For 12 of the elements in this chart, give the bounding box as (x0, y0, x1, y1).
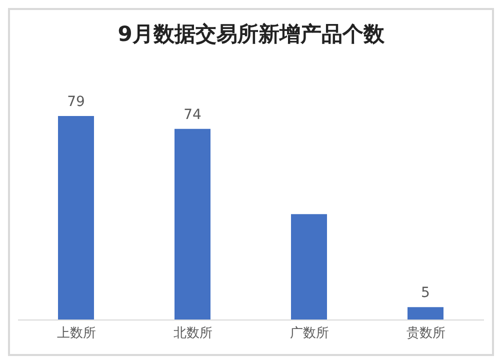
data-label: 5 (421, 285, 430, 302)
x-tick-label: 北数所 (173, 326, 212, 342)
data-label: 74 (184, 106, 202, 123)
bar (291, 214, 327, 320)
bar (58, 116, 94, 320)
x-tick-label: 广数所 (290, 326, 329, 342)
data-label: 79 (67, 94, 85, 110)
bar (174, 128, 210, 320)
x-tick-label: 上数所 (56, 326, 96, 342)
bar (408, 307, 444, 320)
x-tick-label: 贵数所 (406, 326, 446, 342)
chart-title: 9月数据交易所新增产品个数 (116, 21, 386, 48)
